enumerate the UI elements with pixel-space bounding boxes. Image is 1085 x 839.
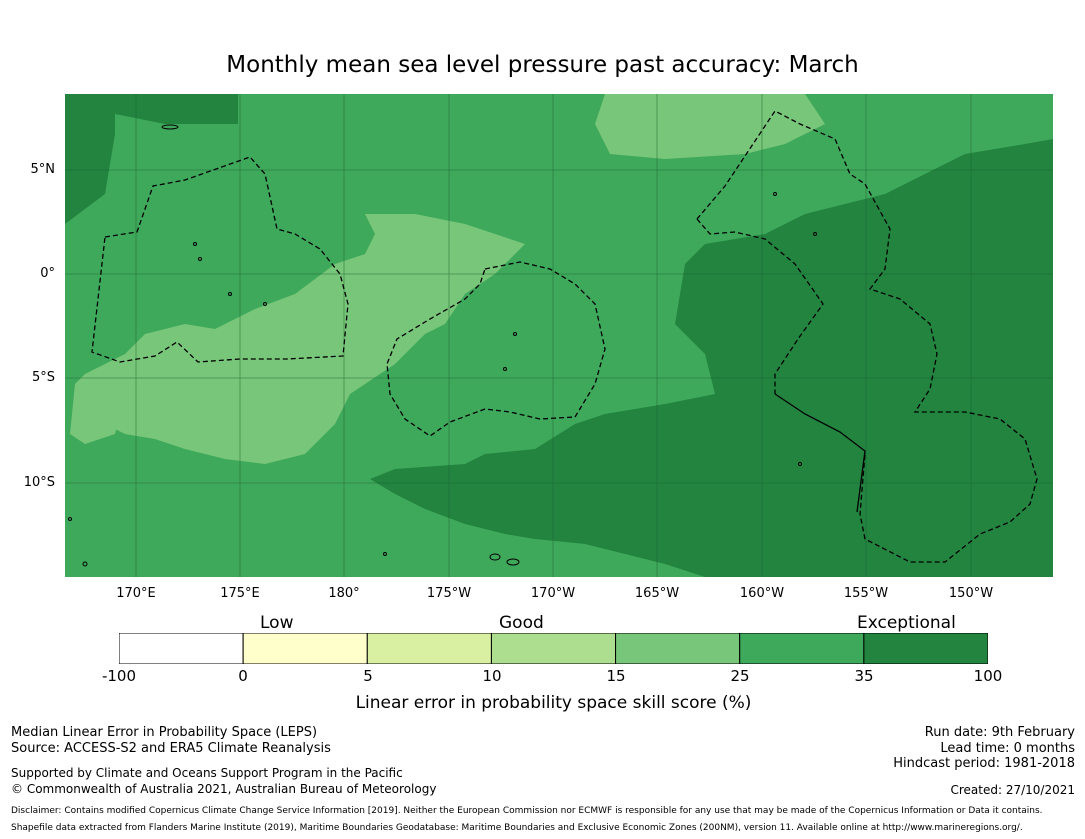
tick-label-10: 10 [482,667,502,685]
colorbar-segment-6 [863,633,988,664]
tick-label-0: 0 [238,667,248,685]
category-good: Good [499,613,544,633]
lon-label-175e: 175°E [220,586,260,601]
footer-copyright: © Commonwealth of Australia 2021, Austra… [11,782,437,796]
footer-source: Source: ACCESS-S2 and ERA5 Climate Reana… [11,741,331,756]
category-exceptional: Exceptional [857,613,956,633]
lat-label-5s: 5°S [31,370,55,385]
shapefile-credit: Shapefile data extracted from Flanders M… [11,823,1023,833]
hindcast-period: Hindcast period: 1981-2018 [893,756,1075,771]
disclaimer: Disclaimer: Contains modified Copernicus… [11,806,1043,816]
islands [68,124,817,567]
chart-title: Monthly mean sea level pressure past acc… [226,52,859,78]
footer-support: Supported by Climate and Oceans Support … [11,766,403,780]
region-15-25-central [75,214,525,464]
colorbar-segment-1 [242,633,368,664]
colorbar [119,633,988,664]
boundary-solid [774,393,866,513]
colorbar-segment-3 [490,633,617,664]
run-date: Run date: 9th February [924,725,1075,740]
region-15-25-west [70,374,125,444]
colorbar-segment-2 [366,633,492,664]
footer-leps: Median Linear Error in Probability Space… [11,725,318,740]
lat-label-5n: 5°N [30,162,56,177]
region-15-25-north [595,94,825,159]
region-35-100-northwest [65,94,238,224]
tick-label-5: 5 [363,667,373,685]
colorbar-title: Linear error in probability space skill … [355,693,752,713]
graticule [65,94,1053,577]
tick-label-35: 35 [854,667,874,685]
lon-label-180: 180° [328,586,360,601]
colorbar-segment-5 [739,633,865,664]
lon-label-170w: 170°W [530,586,576,601]
lon-label-155w: 155°W [843,586,889,601]
tick-label-25: 25 [730,667,750,685]
lat-label-10s: 10°S [23,475,55,490]
tick-label-15: 15 [606,667,626,685]
lon-label-175w: 175°W [426,586,472,601]
eez-boundaries [91,110,1038,563]
region-35-100-east [370,139,1053,577]
tick-label-minus100: -100 [101,667,137,685]
tick-label-100: 100 [973,667,1003,685]
colorbar-segment-0 [119,633,244,664]
lead-time: Lead time: 0 months [940,741,1075,756]
lon-label-150w: 150°W [948,586,994,601]
created-date: Created: 27/10/2021 [950,783,1075,797]
colorbar-segment-4 [615,633,741,664]
lon-label-165w: 165°W [634,586,680,601]
lat-label-0: 0° [40,266,55,281]
lon-label-170e: 170°E [116,586,156,601]
category-low: Low [260,613,294,633]
skill-score-map [65,94,1053,577]
lon-label-160w: 160°W [739,586,785,601]
